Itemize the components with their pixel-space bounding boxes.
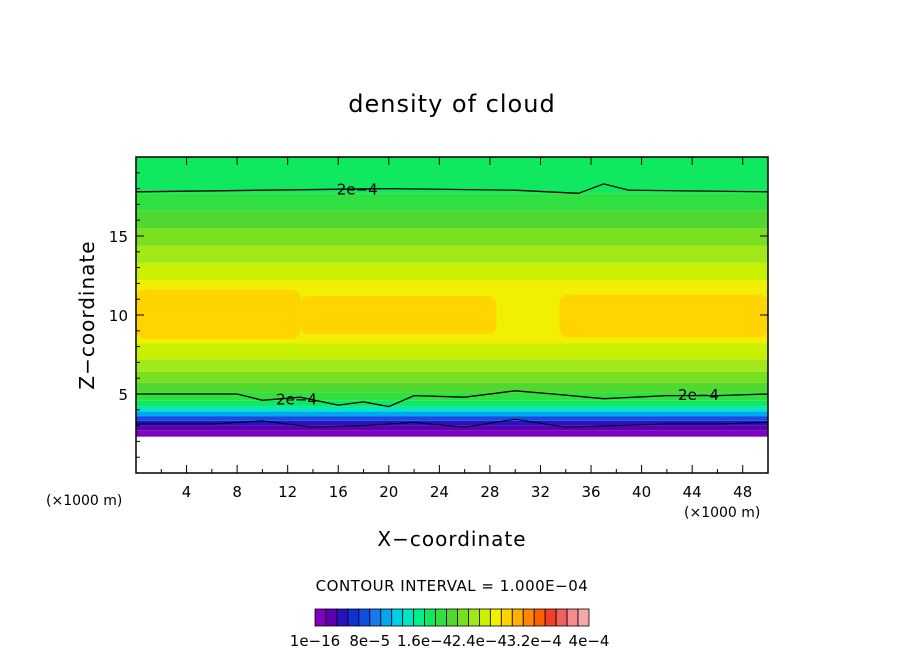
colorbar-cell-19 <box>522 608 535 627</box>
x-unit-label-right: (×1000 m) <box>684 505 760 521</box>
colorbar-cell-10 <box>424 608 436 627</box>
colorbar-cell-18 <box>511 608 524 627</box>
contour-label-2: 2e−4 <box>678 386 719 404</box>
contour-band-10 <box>136 371 768 383</box>
colorbar-cell-24 <box>577 608 590 627</box>
x-axis-label: X−coordinate <box>377 527 526 551</box>
colorbar-cell-3 <box>347 608 360 627</box>
x-axis-ticks: 4 8 12 16 20 24 28 32 36 40 44 48 <box>160 157 752 501</box>
colorbar-cell-15 <box>478 608 491 627</box>
contour-band-15 <box>136 245 768 263</box>
colorbar-cell-12 <box>446 608 458 627</box>
contour-band-18 <box>136 193 768 211</box>
contour-band-6 <box>136 406 768 412</box>
colorbar-cell-2 <box>336 608 349 627</box>
contour-band-11 <box>136 359 768 372</box>
contour-band-19 <box>136 157 768 194</box>
y-tick-label-2: 15 <box>109 228 128 246</box>
contour-band-14 <box>136 262 768 281</box>
contour-line-lower <box>136 390 769 408</box>
contour-band-1 <box>136 430 768 437</box>
colorbar-cell-8 <box>402 608 415 627</box>
colorbar-cell-22 <box>555 608 568 627</box>
contour-label-0: 2e−4 <box>337 181 378 199</box>
y-axis-label: Z−coordinate <box>75 240 99 389</box>
colorbar-tick-label-1: 8e−5 <box>349 632 390 650</box>
y-axis-ticks: 5 10 15 <box>109 172 768 458</box>
contour-line-bottom <box>136 418 769 428</box>
x-tick-label-4: 20 <box>379 483 398 501</box>
y-tick-label-0: 5 <box>118 386 128 404</box>
contour-interval-label: CONTOUR INTERVAL = 1.000E−04 <box>316 577 589 595</box>
contour-region-2 <box>559 294 768 338</box>
x-tick-label-10: 44 <box>683 483 702 501</box>
colorbar-cell-11 <box>435 608 447 627</box>
contour-band-5 <box>136 411 768 417</box>
contour-fill-field <box>136 157 768 473</box>
x-tick-label-1: 8 <box>232 483 242 501</box>
contour-band-2 <box>136 425 768 431</box>
colorbar-tick-label-2: 1.6e−4 <box>397 632 452 650</box>
colorbar-cell-4 <box>358 608 371 627</box>
x-tick-label-3: 16 <box>329 483 348 501</box>
chart-title: density of cloud <box>348 90 555 118</box>
contour-line-upper <box>135 183 769 194</box>
x-tick-label-7: 32 <box>531 483 550 501</box>
contour-band-17 <box>136 210 768 229</box>
colorbar-cell-1 <box>325 608 338 627</box>
colorbar-tick-label-4: 3.2e−4 <box>507 632 562 650</box>
colorbar-ticks: 1e−16 8e−5 1.6e−4 2.4e−4 3.2e−4 4e−4 <box>290 632 610 650</box>
colorbar-tick-label-0: 1e−16 <box>290 632 340 650</box>
contour-lines: 2e−4 2e−4 2e−4 <box>135 181 769 428</box>
colorbar-cell-14 <box>468 608 480 627</box>
colorbar-cell-17 <box>500 608 513 627</box>
x-tick-label-0: 4 <box>182 483 192 501</box>
colorbar-cell-13 <box>457 608 469 627</box>
contour-label-1: 2e−4 <box>276 391 317 409</box>
contour-band-7 <box>136 400 768 407</box>
colorbar-tick-label-5: 4e−4 <box>569 632 610 650</box>
x-tick-label-2: 12 <box>278 483 297 501</box>
contour-band-4 <box>136 416 768 421</box>
colorbar-cell-7 <box>391 608 404 627</box>
x-unit-label-left: (×1000 m) <box>46 493 122 509</box>
contour-region-1 <box>300 296 497 334</box>
contour-band-12 <box>136 343 768 360</box>
x-tick-label-5: 24 <box>430 483 449 501</box>
colorbar-cell-6 <box>380 608 393 627</box>
x-tick-label-8: 36 <box>581 483 600 501</box>
colorbar-cell-20 <box>533 608 546 627</box>
colorbar-cell-16 <box>489 608 502 627</box>
x-tick-label-9: 40 <box>632 483 651 501</box>
contour-band-9 <box>136 382 768 393</box>
colorbar-cell-9 <box>413 608 426 627</box>
contour-band-0 <box>136 436 768 473</box>
contour-band-16 <box>136 228 768 246</box>
colorbar-cell-21 <box>544 608 557 627</box>
x-tick-label-11: 48 <box>733 483 752 501</box>
colorbar-tick-label-3: 2.4e−4 <box>452 632 507 650</box>
colorbar-cell-5 <box>369 608 382 627</box>
contour-region-0 <box>136 289 301 339</box>
colorbar <box>314 608 590 627</box>
colorbar-cell-0 <box>314 608 327 627</box>
colorbar-cell-23 <box>566 608 579 627</box>
contour-band-3 <box>136 420 768 426</box>
y-tick-label-1: 10 <box>109 307 128 325</box>
x-tick-label-6: 28 <box>480 483 499 501</box>
